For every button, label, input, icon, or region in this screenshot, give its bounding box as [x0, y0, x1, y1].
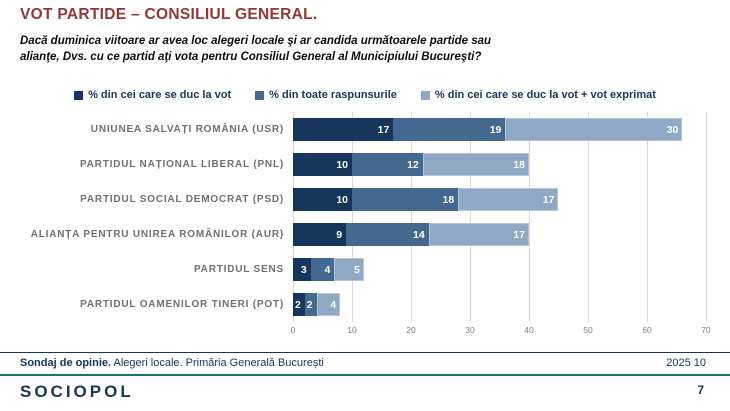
category-label: PARTIDUL NAȚIONAL LIBERAL (PNL): [79, 159, 284, 170]
footer-top-rule: [0, 352, 730, 353]
bar-track: 10 12 18: [293, 153, 706, 176]
chart-row: UNIUNEA SALVAȚI ROMÂNIA (USR) 17 19 30: [0, 112, 706, 147]
x-axis-tick-label: 10: [347, 325, 357, 335]
gridline: [352, 112, 353, 322]
survey-question: Dacă duminica viitoare ar avea loc alege…: [20, 35, 492, 63]
legend-item: % din cei care se duc la vot + vot expri…: [420, 89, 656, 101]
x-axis-tick-label: 0: [290, 325, 296, 335]
legend-item: % din cei care se duc la vot: [74, 89, 231, 101]
category-label: UNIUNEA SALVAȚI ROMÂNIA (USR): [90, 124, 284, 135]
chart-row: ALIANȚA PENTRU UNIREA ROMÂNILOR (AUR) 9 14…: [0, 217, 706, 252]
gridline: [647, 112, 648, 322]
bar-segment: 18: [352, 188, 459, 211]
legend-swatch-icon: [74, 90, 84, 100]
footer-date: 2025 10: [666, 357, 706, 369]
x-axis-tick-label: 30: [465, 325, 475, 335]
gridline: [470, 112, 471, 322]
footer-caption-rest: Alegeri locale. Primăria Generală Bucure…: [111, 357, 324, 369]
legend-label: % din cei care se duc la vot: [88, 89, 232, 101]
page-number: 7: [697, 383, 704, 397]
bar-segment: 14: [346, 223, 429, 246]
x-axis-tick-label: 70: [701, 325, 711, 335]
bar-segment: 2: [304, 293, 317, 316]
chart-row: PARTIDUL NAȚIONAL LIBERAL (PNL) 10 12 18: [0, 147, 706, 182]
footer-bottom-rule: [0, 374, 730, 376]
legend-label: % din toate raspunsurile: [269, 89, 397, 101]
gridline: [293, 112, 294, 322]
chart-row: PARTIDUL OAMENILOR TINERI (POT) 2 2 4: [0, 287, 706, 322]
bar-segment: 4: [316, 293, 341, 316]
chart-row: PARTIDUL SENS 3 4 5: [0, 252, 706, 287]
bar-segment: 10: [293, 188, 352, 211]
x-axis-tick-label: 50: [583, 325, 593, 335]
bar-segment: 30: [505, 118, 683, 141]
footer: Sondaj de opinie. Alegeri locale. Primăr…: [20, 357, 706, 369]
bar-segment: 17: [428, 223, 529, 246]
legend-swatch-icon: [255, 90, 265, 100]
bar-track: 17 19 30: [293, 118, 706, 141]
x-axis: 0 10 20 30 40 50 60 70: [290, 325, 711, 337]
bar-segment: 19: [393, 118, 506, 141]
bar-segment: 10: [293, 153, 352, 176]
legend-swatch-icon: [420, 90, 430, 100]
x-axis-tick-label: 40: [524, 325, 534, 335]
legend-label: % din cei care se duc la vot + vot expri…: [434, 89, 656, 101]
gridline: [706, 112, 707, 322]
plot-gridlines: [293, 112, 707, 322]
x-axis-tick-label: 20: [406, 325, 416, 335]
sociopol-logo: SOCIOPOL: [20, 382, 134, 401]
bar-segment: 2: [293, 293, 305, 316]
bar-track: 9 14 17: [293, 223, 706, 246]
category-label: PARTIDUL SENS: [193, 264, 284, 275]
legend-item: % din toate raspunsurile: [255, 89, 397, 101]
chart-row: PARTIDUL SOCIAL DEMOCRAT (PSD) 10 18 17: [0, 182, 706, 217]
footer-caption: Sondaj de opinie. Alegeri locale. Primăr…: [20, 357, 324, 369]
stacked-bar-chart: UNIUNEA SALVAȚI ROMÂNIA (USR) 17 19 30 PARTI…: [0, 112, 730, 336]
page-title: VOT PARTIDE – CONSILIUL GENERAL.: [20, 6, 318, 23]
bar-segment: 9: [293, 223, 347, 246]
gridline: [588, 112, 589, 322]
gridline: [411, 112, 412, 322]
category-label: PARTIDUL SOCIAL DEMOCRAT (PSD): [80, 194, 284, 205]
chart-rows: UNIUNEA SALVAȚI ROMÂNIA (USR) 17 19 30 PARTI…: [0, 112, 706, 322]
category-label: ALIANȚA PENTRU UNIREA ROMÂNILOR (AUR): [30, 229, 284, 240]
bar-segment: 17: [293, 118, 394, 141]
x-axis-tick-label: 60: [642, 325, 652, 335]
gridline: [529, 112, 530, 322]
bar-segment: 18: [422, 153, 529, 176]
bar-segment: 12: [352, 153, 423, 176]
bar-segment: 4: [310, 258, 335, 281]
bar-segment: 3: [293, 258, 311, 281]
legend: % din cei care se duc la vot % din toate …: [0, 89, 730, 101]
bar-track: 10 18 17: [293, 188, 706, 211]
bar-segment: 5: [334, 258, 364, 281]
bar-segment: 17: [458, 188, 559, 211]
footer-caption-bold: Sondaj de opinie.: [20, 357, 112, 369]
category-label: PARTIDUL OAMENILOR TINERI (POT): [80, 299, 284, 310]
